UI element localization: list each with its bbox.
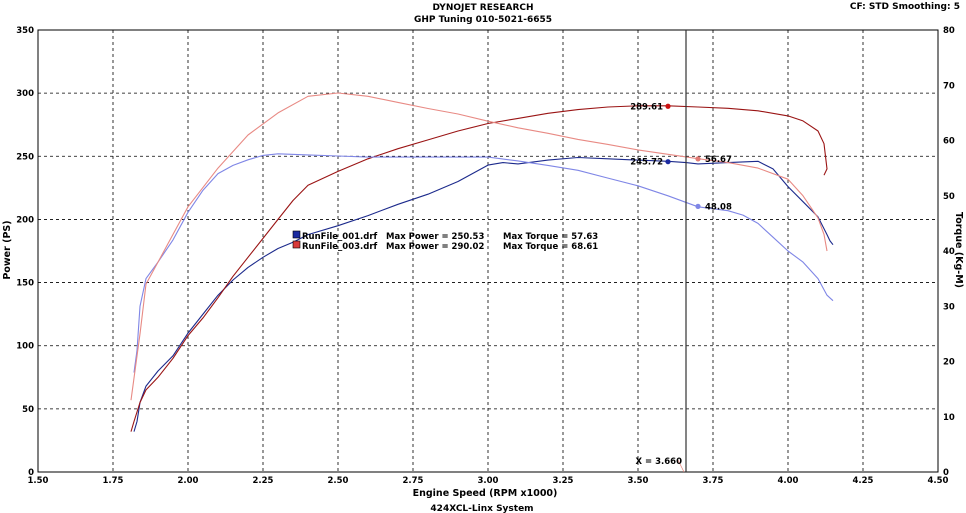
y-left-tick-label: 200 [16, 215, 34, 225]
cursor-marker-2 [665, 159, 671, 165]
legend-run3-max-power: Max Power = 290.02 [386, 242, 484, 252]
footer-label: 424XCL-Linx System [430, 504, 533, 513]
cursor-marker-1 [665, 103, 671, 109]
plot-frame [37, 29, 939, 473]
series-line-1 [133, 156, 834, 432]
legend-run1-max-power: Max Power = 250.53 [386, 232, 484, 242]
y-left-tick-label: 150 [16, 279, 34, 289]
cursor-label: X = 3.660 [636, 457, 683, 467]
x-tick-label: 3.25 [553, 476, 574, 486]
cursor-value-label-3: 56.67 [705, 155, 732, 165]
chart-title: DYNOJET RESEARCH [432, 3, 533, 13]
y-left-axis-label: Power (PS) [2, 220, 13, 279]
legend-swatch-run1 [292, 230, 301, 239]
y-right-tick-label: 40 [943, 247, 955, 257]
y-right-tick-label: 0 [943, 468, 949, 478]
y-left-tick-label: 300 [16, 89, 34, 99]
series-layer [130, 92, 834, 432]
x-tick-label: 2.00 [178, 476, 199, 486]
x-tick-label: 4.25 [853, 476, 874, 486]
series-line-2 [130, 105, 828, 432]
plot-border [37, 29, 939, 473]
x-tick-label: 4.50 [928, 476, 949, 486]
y-right-tick-label: 20 [943, 358, 955, 368]
x-tick-label: 1.50 [28, 476, 49, 486]
cursor-value-label-1: 289.61 [630, 102, 663, 112]
y-right-tick-label: 50 [943, 192, 955, 202]
cursor-value-label-2: 245.72 [630, 158, 663, 168]
legend: RunFile_001.drf Max Power = 250.53 Max T… [292, 230, 598, 252]
y-right-tick-label: 60 [943, 137, 955, 147]
y-left-tick-label: 350 [16, 26, 34, 36]
legend-swatch-run3 [292, 240, 301, 249]
series-line-3 [133, 153, 834, 373]
x-tick-label: 2.75 [403, 476, 424, 486]
y-left-tick-label: 0 [28, 468, 34, 478]
y-right-tick-label: 80 [943, 26, 955, 36]
chart-subtitle: GHP Tuning 010-5021-6655 [414, 15, 552, 25]
legend-run3-max-torque: Max Torque = 68.61 [503, 242, 598, 252]
cursor-pointer [677, 459, 685, 473]
cursor-marker-4 [695, 203, 701, 209]
x-tick-label: 4.00 [778, 476, 799, 486]
x-tick-label: 2.50 [328, 476, 349, 486]
y-left-tick-label: 50 [22, 405, 34, 415]
legend-run1-label: RunFile_001.drf [302, 232, 378, 242]
y-left-tick-label: 100 [16, 342, 34, 352]
legend-run3-label: RunFile_003.drf [302, 242, 378, 252]
cursor-value-label-4: 48.08 [705, 202, 732, 212]
x-tick-labels: 1.50 1.75 2.00 2.25 2.50 2.75 3.00 3.25 3.50 3.75… [28, 476, 949, 486]
y-left-tick-labels: 0 50 100 150 200 250 300 350 [16, 26, 34, 478]
x-tick-label: 1.75 [103, 476, 124, 486]
cursor-marker-3 [695, 156, 701, 162]
legend-run1-max-torque: Max Torque = 57.63 [503, 232, 598, 242]
x-tick-label: 3.50 [628, 476, 649, 486]
series-line-4 [130, 92, 828, 401]
x-tick-label: 2.25 [253, 476, 274, 486]
y-right-axis-label: Torque (Kg-M) [953, 212, 964, 288]
settings-label: CF: STD Smoothing: 5 [850, 2, 960, 12]
cursor-layer: X = 3.660 289.61 245.72 56.67 48.08 [630, 30, 732, 473]
y-right-tick-label: 70 [943, 81, 955, 91]
grid [38, 30, 938, 472]
y-right-tick-label: 10 [943, 413, 955, 423]
x-tick-label: 3.00 [478, 476, 499, 486]
y-left-tick-label: 250 [16, 152, 34, 162]
y-right-tick-label: 30 [943, 302, 955, 312]
x-axis-label: Engine Speed (RPM x1000) [413, 488, 558, 499]
y-right-tick-labels: 0 10 20 30 40 50 60 70 80 [943, 26, 955, 478]
x-tick-label: 3.75 [703, 476, 724, 486]
